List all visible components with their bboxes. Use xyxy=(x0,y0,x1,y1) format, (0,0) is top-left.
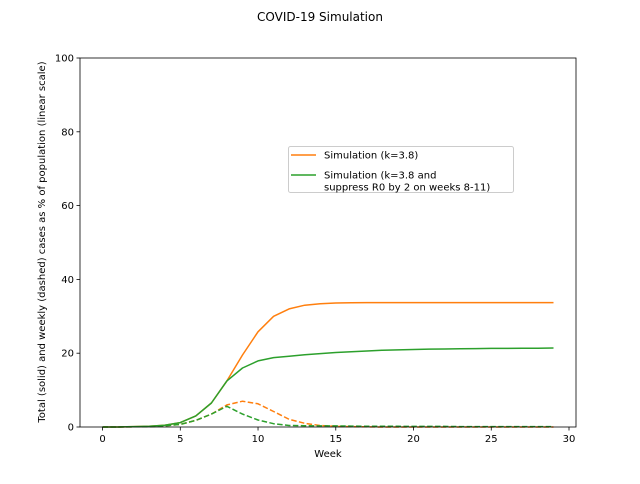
legend: Simulation (k=3.8) Simulation (k=3.8 ands… xyxy=(288,146,514,194)
x-tick-label: 25 xyxy=(485,434,498,445)
x-tick-label: 0 xyxy=(99,434,105,445)
x-tick-label: 5 xyxy=(177,434,183,445)
legend-label: Simulation (k=3.8 and xyxy=(324,171,436,182)
x-tick-label: 15 xyxy=(329,434,342,445)
legend-label: Simulation (k=3.8) xyxy=(324,151,418,162)
series-line-1 xyxy=(102,400,554,428)
legend-label: suppress R0 by 2 on weeks 8-11) xyxy=(324,183,490,194)
x-tick-label: 20 xyxy=(407,434,420,445)
axes-frame xyxy=(79,57,577,428)
y-tick-label: 60 xyxy=(61,201,74,212)
y-tick-label: 20 xyxy=(61,349,74,360)
chart-title: COVID-19 Simulation xyxy=(257,10,383,24)
series-line-2 xyxy=(102,347,554,428)
y-tick-label: 40 xyxy=(61,275,74,286)
series-line-0 xyxy=(102,301,554,428)
x-axis-label: Week xyxy=(314,449,342,460)
plot-area: 0 5 10 15 20 25 30 0 20 40 60 80 100 xyxy=(55,54,577,445)
x-tick-label: 10 xyxy=(252,434,265,445)
y-tick-label: 0 xyxy=(68,423,74,434)
y-tick-label: 100 xyxy=(55,54,74,65)
x-tick-label: 30 xyxy=(563,434,576,445)
y-axis-label: Total (solid) and weekly (dashed) cases … xyxy=(37,61,48,423)
legend-box xyxy=(288,146,514,193)
y-tick-label: 80 xyxy=(61,127,74,138)
